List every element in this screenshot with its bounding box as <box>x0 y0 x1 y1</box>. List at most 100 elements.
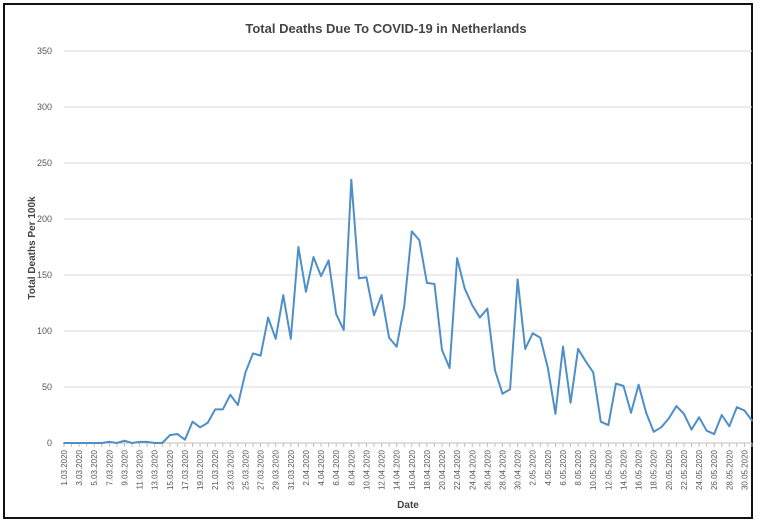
data-point <box>622 384 625 387</box>
data-point <box>410 230 413 233</box>
data-point <box>123 439 126 442</box>
x-tick-label: 4.04.2020 <box>317 449 326 485</box>
data-point <box>184 438 186 441</box>
x-tick-label: 2.05.2020 <box>529 449 538 485</box>
x-tick-label: 24.04.2020 <box>468 449 477 490</box>
data-point <box>720 414 723 416</box>
data-point <box>690 428 693 431</box>
x-tick-label: 19.03.2020 <box>196 449 205 490</box>
x-tick-label: 21.03.2020 <box>211 449 220 490</box>
x-tick-label: 12.04.2020 <box>378 449 387 490</box>
data-point <box>274 337 277 340</box>
data-point <box>282 294 285 297</box>
data-point <box>463 287 466 290</box>
data-point <box>116 442 118 444</box>
data-point <box>577 348 580 350</box>
data-point <box>229 393 232 396</box>
x-tick-label: 10.04.2020 <box>362 449 371 490</box>
data-point <box>244 371 247 374</box>
x-tick-label: 28.04.2020 <box>499 449 508 490</box>
data-point <box>357 277 360 280</box>
data-point <box>93 442 96 444</box>
y-tick-label: 350 <box>37 46 52 56</box>
data-point <box>554 412 557 415</box>
data-point <box>494 369 496 372</box>
data-point <box>607 424 610 426</box>
data-point <box>426 281 428 284</box>
data-point <box>599 420 602 423</box>
data-point <box>161 442 164 444</box>
data-point <box>335 313 338 316</box>
x-tick-label: 28.05.2020 <box>725 449 734 490</box>
data-point <box>131 442 133 444</box>
data-point <box>615 382 617 385</box>
data-point <box>705 429 708 432</box>
y-tick-label: 50 <box>42 382 52 392</box>
series-layer <box>63 178 753 444</box>
x-tick-label: 31.03.2020 <box>287 449 296 490</box>
data-point <box>418 239 421 242</box>
x-tick-label: 1.03.2020 <box>60 449 69 485</box>
data-point <box>645 411 648 414</box>
data-point <box>735 406 738 409</box>
data-point <box>350 178 353 181</box>
chart-frame <box>3 3 753 519</box>
x-tick-label: 24.05.2020 <box>695 449 704 490</box>
data-point <box>199 426 201 429</box>
chart-title: Total Deaths Due To COVID-19 in Netherla… <box>245 21 526 36</box>
x-tick-label: 11.03.2020 <box>136 449 145 489</box>
data-point <box>327 259 330 262</box>
data-point <box>153 442 156 444</box>
data-point <box>191 420 194 423</box>
data-point <box>675 405 678 407</box>
data-point <box>289 337 292 340</box>
data-point <box>70 442 73 444</box>
y-tick-label: 200 <box>37 214 52 224</box>
data-point <box>501 392 504 395</box>
x-tick-label: 23.03.2020 <box>226 449 235 490</box>
y-axis-ticks: 0 50 100 150 200 250 300 350 <box>37 46 52 448</box>
data-point <box>259 354 262 357</box>
y-tick-label: 250 <box>37 158 52 168</box>
data-point <box>433 283 436 285</box>
data-point <box>267 316 270 319</box>
gridlines <box>64 50 752 444</box>
data-point <box>312 256 315 258</box>
x-tick-label: 30.04.2020 <box>514 449 523 490</box>
x-tick-label: 3.03.2020 <box>75 449 84 485</box>
x-tick-label: 8.05.2020 <box>574 449 583 485</box>
x-axis-ticks: 1.03.2020 3.03.2020 5.03.2020 7.03.2020 9.03… <box>60 443 753 490</box>
x-tick-label: 18.05.2020 <box>650 449 659 490</box>
data-point <box>388 336 390 339</box>
x-tick-label: 22.05.2020 <box>680 449 689 490</box>
data-point <box>365 276 368 279</box>
y-tick-label: 0 <box>47 438 52 448</box>
data-point <box>236 404 239 406</box>
data-point <box>168 434 171 437</box>
data-point <box>660 426 663 429</box>
data-point <box>305 290 307 293</box>
data-point <box>584 360 587 363</box>
data-point <box>630 411 632 414</box>
data-point <box>146 440 149 443</box>
x-tick-label: 27.03.2020 <box>257 449 266 490</box>
y-axis-title: Total Deaths Per 100k <box>27 196 38 300</box>
data-point <box>698 416 700 419</box>
data-point <box>562 345 564 348</box>
x-tick-label: 15.03.2020 <box>166 449 175 490</box>
data-point <box>221 408 224 411</box>
data-point <box>100 442 103 444</box>
data-point <box>539 336 542 339</box>
x-tick-label: 14.05.2020 <box>619 449 628 490</box>
data-point <box>524 348 527 350</box>
x-tick-label: 22.04.2020 <box>453 449 462 490</box>
data-point <box>342 328 345 331</box>
data-point <box>85 442 88 444</box>
x-tick-label: 30.05.2020 <box>740 449 749 490</box>
data-point <box>728 425 731 428</box>
x-tick-label: 10.05.2020 <box>589 449 598 490</box>
data-point <box>637 383 640 386</box>
data-point <box>395 345 398 348</box>
data-point <box>206 421 209 424</box>
data-point <box>478 316 481 319</box>
